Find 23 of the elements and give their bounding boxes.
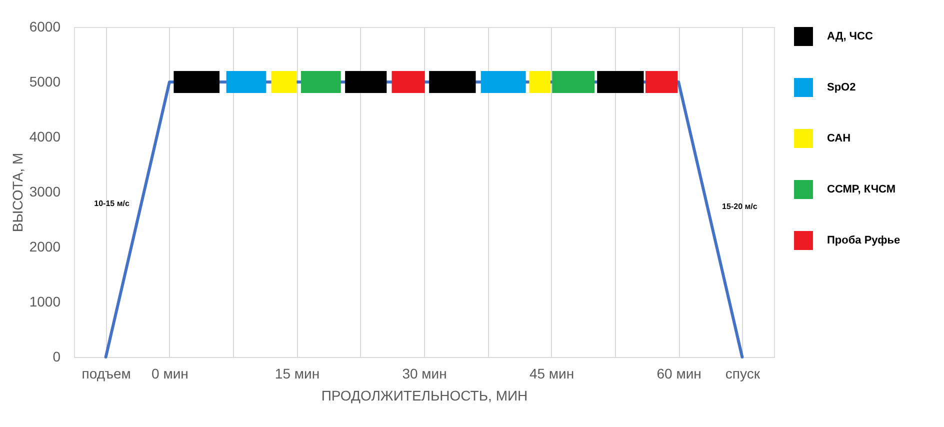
y-tick-label: 0	[52, 348, 61, 364]
annotation: 10-15 м/с	[94, 199, 130, 208]
legend-label: АД, ЧСС	[827, 30, 873, 42]
y-tick-label: 5000	[29, 74, 61, 90]
y-tick-label: 4000	[29, 128, 61, 144]
x-tick-label: 60 мин	[656, 366, 702, 382]
x-axis-title: ПРОДОЛЖИТЕЛЬНОСТЬ, МИН	[321, 388, 528, 404]
x-tick-label: 15 мин	[274, 366, 320, 382]
legend-label: Проба Руфье	[827, 234, 900, 246]
x-tick-label: 45 мин	[529, 366, 574, 382]
legend-label: SpO2	[827, 82, 856, 94]
y-tick-label: 1000	[29, 294, 61, 310]
x-tick-label: 0 мин	[152, 366, 188, 382]
legend-label: САН	[827, 132, 851, 144]
y-tick-label: 2000	[29, 238, 61, 254]
y-axis-title: ВЫСОТА, М	[9, 152, 26, 232]
y-tick-label: 6000	[29, 18, 61, 34]
annotation: 15-20 м/с	[722, 202, 758, 212]
legend-label: ССМР, КЧСМ	[827, 184, 896, 196]
x-tick-label: 30 мин	[402, 366, 447, 382]
x-tick-label: спуск	[725, 366, 761, 382]
y-tick-label: 3000	[29, 184, 61, 200]
x-tick-label: подъем	[82, 366, 131, 382]
